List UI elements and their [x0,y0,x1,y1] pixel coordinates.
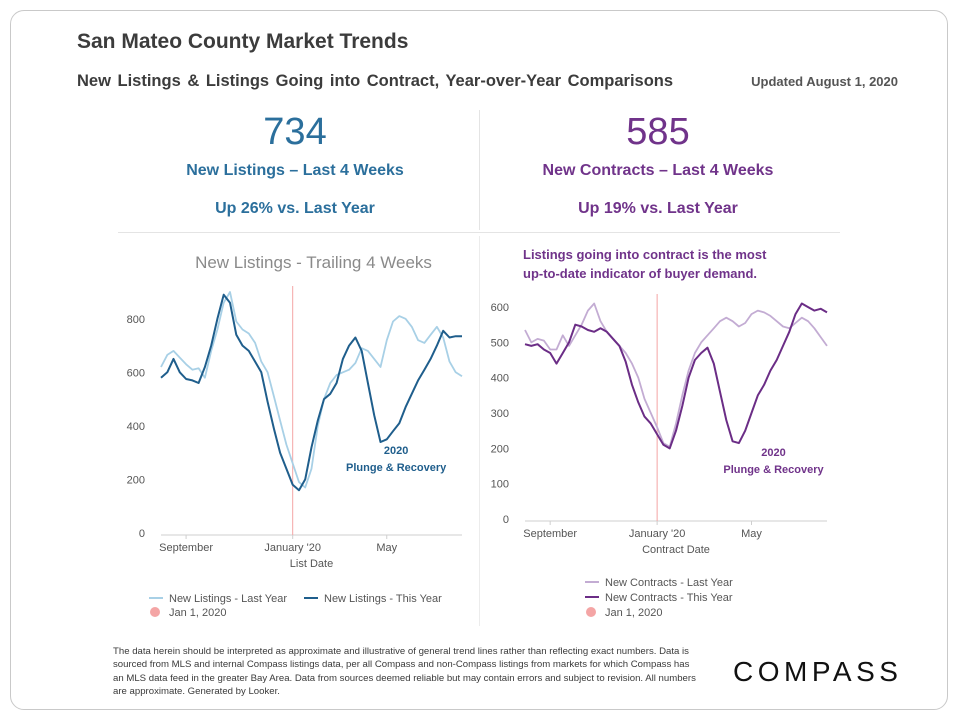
contracts-chart-legend-marker-label: Jan 1, 2020 [605,607,663,619]
contracts-chart-y-tick-label: 200 [491,443,509,455]
listings-chart-y-tick-label: 600 [127,367,145,379]
contracts-chart-y-tick-label: 0 [503,514,509,526]
listings-chart-x-axis-label: List Date [290,558,333,570]
kpi-new-listings-change: Up 26% vs. Last Year [215,200,375,217]
listings-chart-series-line-last-year [160,291,463,489]
footer-disclaimer: The data herein should be interpreted as… [113,646,696,698]
page-subtitle: New Listings & Listings Going into Contr… [77,72,674,90]
contracts-chart-y-tick-label: 500 [491,337,509,349]
kpi-new-contracts-change: Up 19% vs. Last Year [578,200,738,217]
chart-divider [479,236,480,626]
contracts-chart-top-annotation-line: up-to-date indicator of buyer demand. [523,266,757,281]
kpi-new-contracts-label: New Contracts – Last 4 Weeks [542,162,774,179]
kpi-new-contracts-value: 585 [626,111,690,153]
kpi-new-listings-value: 734 [263,111,327,153]
listings-chart-annotation-line: 2020 [384,445,408,457]
new-contracts-chart: Listings going into contract is the most… [491,247,828,619]
contracts-chart-x-tick-label: January '20 [629,528,686,540]
listings-chart-x-tick-label: January '20 [264,542,321,554]
listings-chart-annotation-line: Plunge & Recovery [346,462,447,474]
contracts-chart-x-tick-label: September [523,528,577,540]
listings-chart-x-tick-label: May [376,542,397,554]
contracts-chart-y-tick-label: 100 [491,479,509,491]
listings-chart-title: New Listings - Trailing 4 Weeks [195,253,432,272]
contracts-chart-series-line-this-year [524,302,828,450]
contracts-chart-y-tick-label: 400 [491,373,509,385]
compass-logo: COMPASS [733,656,903,687]
contracts-chart-legend-label: New Contracts - This Year [605,592,733,604]
contracts-chart-y-tick-label: 600 [491,302,509,314]
contracts-chart-x-axis-label: Contract Date [642,544,710,556]
section-divider [118,232,840,233]
contracts-chart-annotation-line: Plunge & Recovery [723,464,824,476]
contracts-chart-legend-label: New Contracts - Last Year [605,577,733,589]
contracts-chart-x-tick-label: May [741,528,762,540]
kpi-new-listings: 734 New Listings – Last 4 Weeks Up 26% v… [125,112,465,218]
listings-chart-x-tick-label: September [159,542,213,554]
listings-chart-legend-label: New Listings - This Year [324,593,442,605]
contracts-chart-y-tick-label: 300 [491,408,509,420]
contracts-chart-top-annotation-line: Listings going into contract is the most [523,247,767,262]
listings-chart-y-tick-label: 0 [139,528,145,540]
listings-chart-legend-marker-dot [150,607,160,617]
page-title: San Mateo County Market Trends [77,30,409,53]
kpi-new-contracts: 585 New Contracts – Last 4 Weeks Up 19% … [488,112,828,218]
new-listings-chart: New Listings - Trailing 4 Weeks 0 200 400 60… [127,253,463,619]
listings-chart-y-tick-label: 200 [127,474,145,486]
listings-chart-legend-marker-label: Jan 1, 2020 [169,607,227,619]
contracts-chart-series-line-last-year [524,302,828,448]
listings-chart-y-tick-label: 800 [127,314,145,326]
contracts-chart-legend-marker-dot [586,607,596,617]
kpi-new-listings-label: New Listings – Last 4 Weeks [186,162,404,179]
updated-date: Updated August 1, 2020 [751,74,898,89]
listings-chart-legend-label: New Listings - Last Year [169,593,287,605]
listings-chart-y-tick-label: 400 [127,421,145,433]
contracts-chart-annotation-line: 2020 [761,447,785,459]
listings-chart-series-line-this-year [160,293,462,492]
kpi-divider [479,110,480,230]
